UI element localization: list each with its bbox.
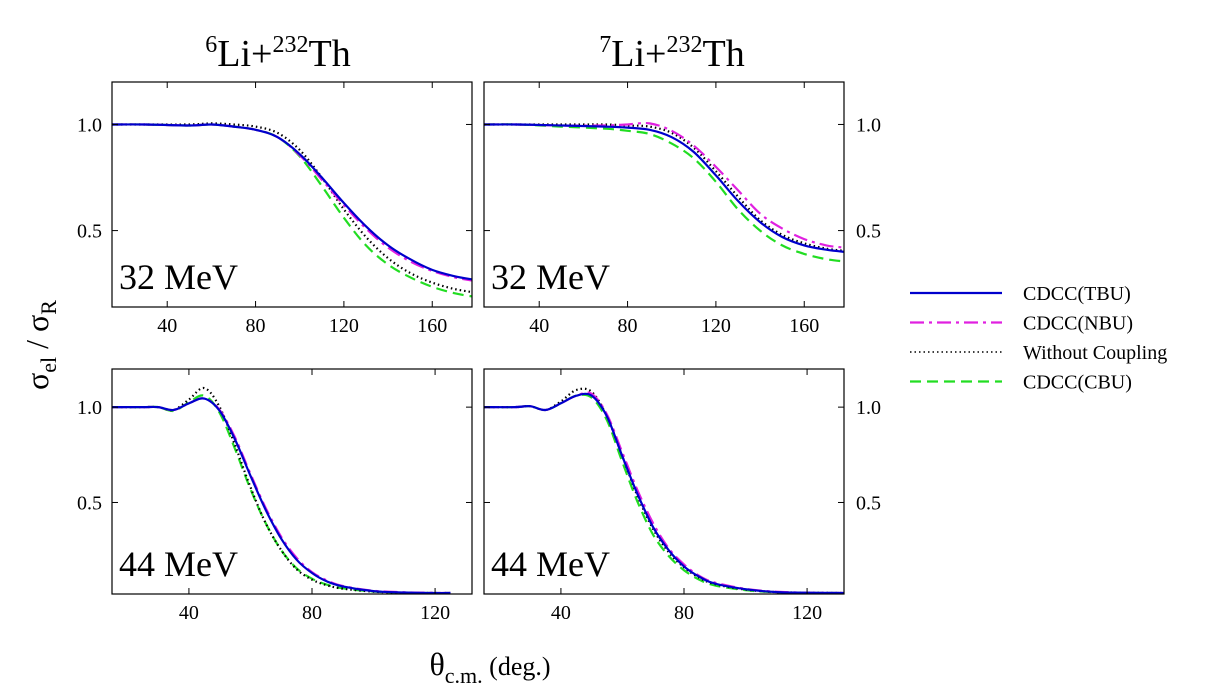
series-line-without-coupling bbox=[484, 123, 844, 252]
x-tick-label: 120 bbox=[329, 315, 359, 337]
plot-frame bbox=[111, 81, 473, 308]
series-line-cdcc-tbu bbox=[112, 123, 472, 281]
x-tick-label: 40 bbox=[157, 315, 177, 337]
energy-label: 32 MeV bbox=[119, 257, 238, 297]
y-tick-label: 0.5 bbox=[77, 492, 102, 514]
y-tick-label: 1.0 bbox=[77, 114, 102, 136]
x-axis-label: θc.m. (deg.) bbox=[429, 646, 550, 688]
legend-item-cdcc-tbu: CDCC(TBU) bbox=[910, 283, 1131, 305]
legend-item-cdcc-cbu: CDCC(CBU) bbox=[910, 372, 1132, 394]
panel-6li-32mev: 40 80 120 160 0.5 1.0 32 MeV bbox=[77, 81, 473, 337]
x-tick-label: 80 bbox=[246, 315, 266, 337]
x-tick-label: 80 bbox=[302, 602, 322, 624]
legend-item-cdcc-nbu: CDCC(NBU) bbox=[910, 313, 1133, 335]
x-tick-label: 160 bbox=[417, 315, 447, 337]
plot-frame bbox=[111, 368, 473, 595]
legend-label: CDCC(CBU) bbox=[1023, 372, 1132, 394]
legend-label: Without Coupling bbox=[1023, 342, 1167, 364]
series-line-cdcc-tbu bbox=[484, 392, 844, 594]
series-line-cdcc-nbu bbox=[484, 121, 844, 249]
series-line-cdcc-tbu bbox=[112, 397, 451, 594]
y-tick-label: 1.0 bbox=[77, 397, 102, 419]
legend: CDCC(TBU) CDCC(NBU) Without Coupling CDCC(C… bbox=[910, 283, 1167, 394]
legend-label: CDCC(TBU) bbox=[1023, 283, 1131, 305]
x-tick-label: 120 bbox=[701, 315, 731, 337]
plot-frame bbox=[483, 368, 845, 595]
x-tick-label: 40 bbox=[179, 602, 199, 624]
x-tick-label: 80 bbox=[674, 602, 694, 624]
column-title-left: 6Li+232Th bbox=[205, 32, 350, 75]
series-line-cdcc-tbu bbox=[484, 123, 844, 253]
legend-item-without-coupling: Without Coupling bbox=[910, 342, 1167, 364]
y-tick-label: 1.0 bbox=[856, 397, 881, 419]
energy-label: 32 MeV bbox=[491, 257, 610, 297]
energy-label: 44 MeV bbox=[491, 544, 610, 584]
series-line-cdcc-cbu bbox=[484, 123, 844, 263]
y-tick-label: 1.0 bbox=[856, 114, 881, 136]
x-tick-label: 120 bbox=[792, 602, 822, 624]
y-tick-label: 0.5 bbox=[77, 221, 102, 243]
panel-7li-32mev: 40 80 120 160 0.5 1.0 32 MeV bbox=[483, 81, 881, 337]
x-tick-label: 160 bbox=[789, 315, 819, 337]
y-tick-label: 0.5 bbox=[856, 492, 881, 514]
y-tick-label: 0.5 bbox=[856, 221, 881, 243]
x-tick-label: 120 bbox=[420, 602, 450, 624]
series-line-without-coupling bbox=[112, 122, 472, 294]
column-title-right: 7Li+232Th bbox=[599, 32, 744, 75]
plot-frame bbox=[483, 81, 845, 308]
energy-label: 44 MeV bbox=[119, 544, 238, 584]
y-axis-label: σel / σR bbox=[19, 300, 61, 390]
x-tick-label: 40 bbox=[551, 602, 571, 624]
legend-label: CDCC(NBU) bbox=[1023, 313, 1133, 335]
panel-6li-44mev: 40 80 120 0.5 1.0 44 MeV bbox=[77, 368, 473, 624]
panel-7li-44mev: 40 80 120 0.5 1.0 44 MeV bbox=[483, 368, 881, 624]
x-tick-label: 40 bbox=[529, 315, 549, 337]
x-tick-label: 80 bbox=[618, 315, 638, 337]
